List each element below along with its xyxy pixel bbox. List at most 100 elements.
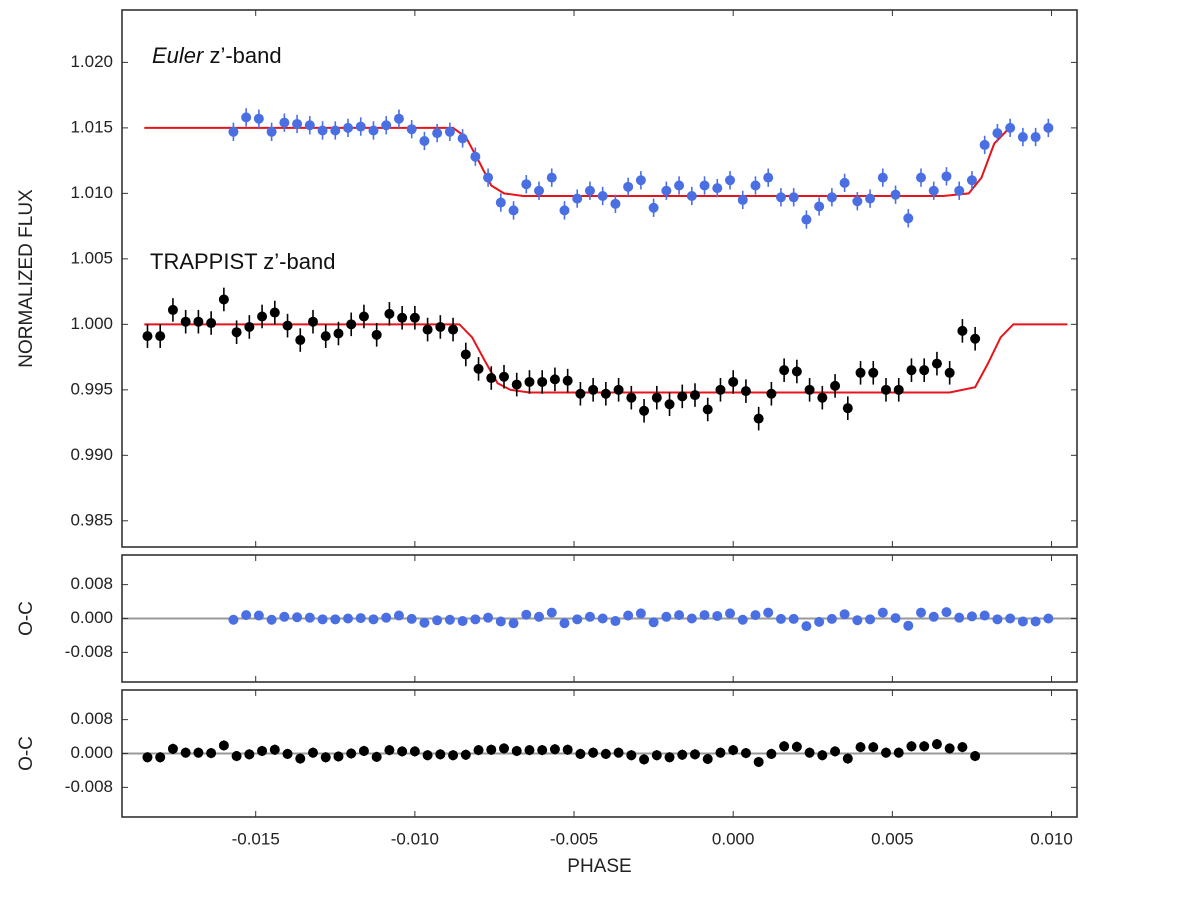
data-point bbox=[865, 614, 876, 625]
data-point bbox=[830, 746, 841, 757]
data-point bbox=[788, 613, 799, 624]
data-point bbox=[444, 126, 455, 137]
data-point bbox=[546, 172, 557, 183]
data-point bbox=[521, 609, 532, 620]
data-point bbox=[903, 620, 914, 631]
data-point bbox=[931, 358, 942, 369]
y-tick-label: -0.008 bbox=[65, 777, 113, 796]
y-tick-label: 1.010 bbox=[70, 183, 113, 202]
data-point bbox=[330, 614, 341, 625]
data-point bbox=[537, 745, 548, 756]
data-point bbox=[1005, 122, 1016, 133]
data-point bbox=[444, 614, 455, 625]
data-point bbox=[167, 304, 178, 315]
data-point bbox=[1043, 122, 1054, 133]
data-point bbox=[903, 213, 914, 224]
data-point bbox=[686, 190, 697, 201]
data-point bbox=[534, 185, 545, 196]
data-point bbox=[814, 616, 825, 627]
data-point bbox=[218, 740, 229, 751]
data-point bbox=[966, 175, 977, 186]
data-point bbox=[648, 617, 659, 628]
data-point bbox=[954, 612, 965, 623]
y-tick-label: 0.008 bbox=[70, 709, 113, 728]
data-point bbox=[588, 747, 599, 758]
data-point bbox=[231, 327, 242, 338]
data-point bbox=[906, 365, 917, 376]
data-point bbox=[384, 745, 395, 756]
data-point bbox=[737, 194, 748, 205]
data-point bbox=[686, 613, 697, 624]
data-point bbox=[699, 610, 710, 621]
data-point bbox=[763, 172, 774, 183]
data-point bbox=[613, 747, 624, 758]
data-point bbox=[916, 172, 927, 183]
data-point bbox=[483, 172, 494, 183]
y-tick-label: 1.005 bbox=[70, 248, 113, 267]
data-point bbox=[317, 614, 328, 625]
data-point bbox=[855, 367, 866, 378]
data-point bbox=[381, 120, 392, 131]
data-point bbox=[244, 749, 255, 760]
data-point bbox=[371, 751, 382, 762]
y-tick-label: 1.000 bbox=[70, 314, 113, 333]
data-point bbox=[817, 750, 828, 761]
data-point bbox=[584, 185, 595, 196]
data-point bbox=[830, 380, 841, 391]
data-point bbox=[448, 750, 459, 761]
data-point bbox=[499, 743, 509, 754]
data-point bbox=[890, 613, 901, 624]
plot-background bbox=[122, 10, 1077, 547]
data-point bbox=[814, 201, 825, 212]
data-point bbox=[877, 172, 888, 183]
data-point bbox=[228, 614, 239, 625]
data-point bbox=[728, 376, 739, 387]
data-point bbox=[419, 135, 430, 146]
data-point bbox=[193, 316, 204, 327]
x-tick-label: -0.010 bbox=[391, 829, 439, 848]
annotation: TRAPPIST z’-band bbox=[150, 249, 335, 274]
data-point bbox=[1005, 613, 1016, 624]
data-point bbox=[610, 198, 621, 209]
data-point bbox=[368, 614, 379, 625]
data-point bbox=[957, 325, 968, 336]
data-point bbox=[486, 744, 497, 755]
data-point bbox=[766, 748, 777, 759]
data-point bbox=[406, 613, 417, 624]
data-point bbox=[677, 749, 688, 760]
data-point bbox=[944, 367, 955, 378]
data-point bbox=[979, 610, 990, 621]
y-tick-label: 0.995 bbox=[70, 379, 113, 398]
data-point bbox=[537, 376, 548, 387]
data-point bbox=[839, 177, 850, 188]
data-point bbox=[626, 392, 637, 403]
y-tick-label: 0.000 bbox=[70, 608, 113, 627]
data-point bbox=[791, 741, 802, 752]
data-point bbox=[422, 324, 433, 335]
data-point bbox=[575, 748, 586, 759]
data-point bbox=[690, 749, 700, 760]
data-point bbox=[180, 316, 191, 327]
data-point bbox=[763, 607, 774, 618]
data-point bbox=[508, 205, 519, 216]
data-point bbox=[613, 384, 624, 395]
data-point bbox=[499, 371, 509, 382]
data-point bbox=[343, 613, 354, 624]
data-point bbox=[740, 748, 751, 759]
data-point bbox=[651, 392, 662, 403]
y-axis-label: O-C bbox=[16, 601, 37, 636]
data-point bbox=[483, 612, 494, 623]
data-point bbox=[155, 331, 166, 342]
data-point bbox=[740, 386, 751, 397]
data-point bbox=[142, 331, 153, 342]
data-point bbox=[728, 745, 739, 756]
data-point bbox=[295, 753, 306, 764]
y-axis-label: O-C bbox=[16, 736, 37, 771]
data-point bbox=[623, 181, 634, 192]
data-point bbox=[584, 611, 595, 622]
data-point bbox=[753, 413, 764, 424]
data-point bbox=[460, 349, 471, 360]
data-point bbox=[852, 196, 863, 207]
